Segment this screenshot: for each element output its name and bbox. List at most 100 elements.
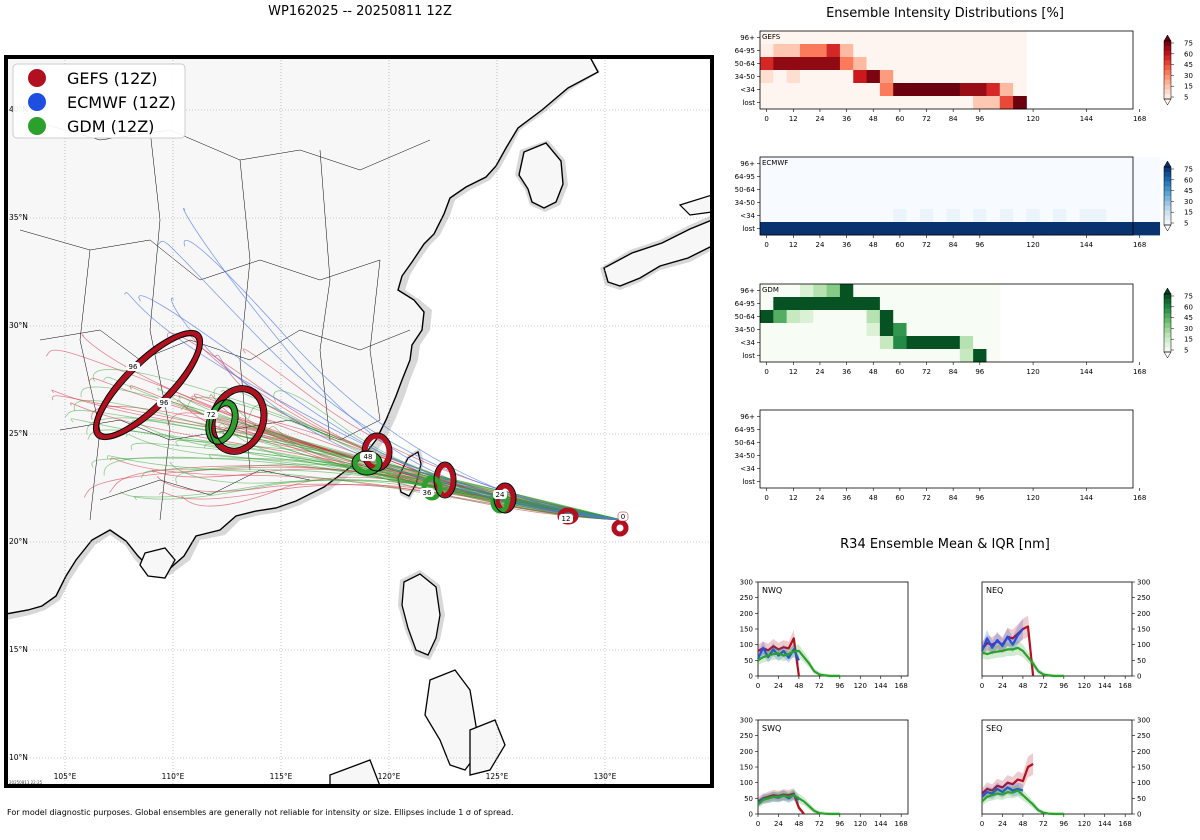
heatmap-cell [786, 196, 801, 210]
heatmap-cell [1106, 196, 1121, 210]
heatmap-cell [906, 170, 921, 184]
heatmap-cell [919, 157, 934, 171]
heatmap-cell [933, 96, 947, 110]
heatmap-cell [839, 196, 854, 210]
heatmap-cell [799, 183, 814, 197]
heatmap-cell [1013, 183, 1027, 197]
heatmap-cell [906, 209, 921, 223]
heatmap-cell [1133, 209, 1147, 223]
r34-panel-seq: SEQ 0 50 100 150 200 250 300 0 24 48 72 96 120 144 168 [980, 717, 1151, 829]
heatmap-cell [973, 83, 987, 97]
heatmap-cell [839, 44, 854, 58]
heatmap-cell [879, 310, 894, 324]
ensemble-track [103, 376, 623, 521]
heatmap-cell [906, 83, 921, 97]
heatmap-x-label: 60 [895, 494, 904, 502]
heatmap-cell [946, 336, 961, 350]
r34-x-label: 96 [1059, 820, 1068, 828]
heatmap-x-label: 96 [975, 494, 984, 502]
heatmap-frame [759, 283, 1134, 363]
colorbar-extend-max [1163, 160, 1172, 168]
r34-y-label: 250 [740, 732, 753, 740]
r34-x-label: 48 [1018, 682, 1027, 690]
heatmap-cell [760, 183, 774, 197]
svg-text:96: 96 [129, 363, 138, 371]
heatmap-cell [879, 297, 894, 311]
heatmap-cell [879, 209, 894, 223]
heatmap-cell [826, 336, 841, 350]
r34-y-label: 0 [749, 673, 753, 681]
heatmap-cell [853, 209, 867, 223]
colorbar-segment [1164, 55, 1171, 61]
heatmap-cell [866, 83, 881, 97]
heatmap-cell [760, 44, 774, 58]
r34-x-label: 72 [1039, 820, 1048, 828]
colorbar-segment [1164, 347, 1171, 353]
heatmap-cell [946, 297, 961, 311]
heatmap-cell [826, 349, 841, 363]
heatmap-cell [919, 297, 934, 311]
heatmap-cell [1013, 157, 1027, 171]
heatmap-cell [919, 70, 934, 84]
heatmap-cell [919, 323, 934, 337]
intensity-panel: 96+ 64-95 50-64 34-50 <34 lost 0 12 24 36 48 60 72 84… [735, 409, 1146, 502]
lat-label: 10°N [9, 753, 28, 762]
heatmap-cell [933, 222, 947, 236]
heatmap-cell [1053, 209, 1067, 223]
heatmap-cell [853, 57, 867, 71]
heatmap-cell [986, 44, 1001, 58]
heatmap-frame [759, 30, 1134, 110]
heatmap-cell [906, 31, 921, 45]
r34-y-label: 200 [1137, 748, 1150, 756]
heatmap-cell [853, 96, 867, 110]
heatmap-cell [799, 44, 814, 58]
heatmap-cell [933, 196, 947, 210]
heatmap-cell [1026, 157, 1041, 171]
r34-x-label: 120 [1078, 682, 1091, 690]
r34-y-label: 100 [740, 779, 753, 787]
heatmap-cell [786, 83, 801, 97]
colorbar-segment [1164, 89, 1171, 95]
heatmap-cell [1039, 196, 1054, 210]
heatmap-cell [999, 222, 1014, 236]
svg-text:12: 12 [562, 515, 571, 523]
heatmap-cell [893, 183, 907, 197]
heatmap-cell [839, 70, 854, 84]
heatmap-cell [786, 70, 801, 84]
r34-x-label: 144 [874, 820, 888, 828]
r34-y-label: 100 [1137, 779, 1150, 787]
heatmap-cell [906, 70, 921, 84]
colorbar-label: 15 [1184, 209, 1193, 217]
r34-x-label: 144 [1098, 820, 1112, 828]
heatmap-cell [973, 44, 987, 58]
heatmap-cell [1093, 196, 1107, 210]
heatmap-cell [866, 336, 881, 350]
heatmap-x-label: 168 [1133, 241, 1146, 249]
heatmap-cell [879, 349, 894, 363]
r34-mean-line-ecmwf [981, 786, 1024, 798]
heatmap-cell [959, 183, 974, 197]
heatmap-cell [1013, 196, 1027, 210]
r34-y-label: 200 [1137, 610, 1150, 618]
colorbar-label: 75 [1184, 166, 1193, 174]
colorbar-label: 45 [1184, 187, 1193, 195]
heatmap-frame [759, 409, 1134, 489]
r34-y-label: 200 [740, 610, 753, 618]
heatmap-cell [839, 284, 854, 298]
colorbar-extend-min [1163, 224, 1172, 232]
heatmap-cell [919, 83, 934, 97]
heatmap-cell [933, 170, 947, 184]
heatmap-cell [879, 96, 894, 110]
heatmap-cell [826, 44, 841, 58]
heatmap-cell [866, 183, 881, 197]
heatmap-cell [799, 83, 814, 97]
heatmap-cell [773, 183, 788, 197]
heatmap-cell [959, 349, 974, 363]
colorbar-segment [1164, 74, 1171, 81]
colorbar-label: 15 [1184, 336, 1193, 344]
ensemble-track [92, 369, 623, 521]
heatmap-cell [919, 57, 934, 71]
heatmap-cell [826, 83, 841, 97]
r34-x-label: 96 [835, 820, 844, 828]
heatmap-cell [853, 297, 867, 311]
